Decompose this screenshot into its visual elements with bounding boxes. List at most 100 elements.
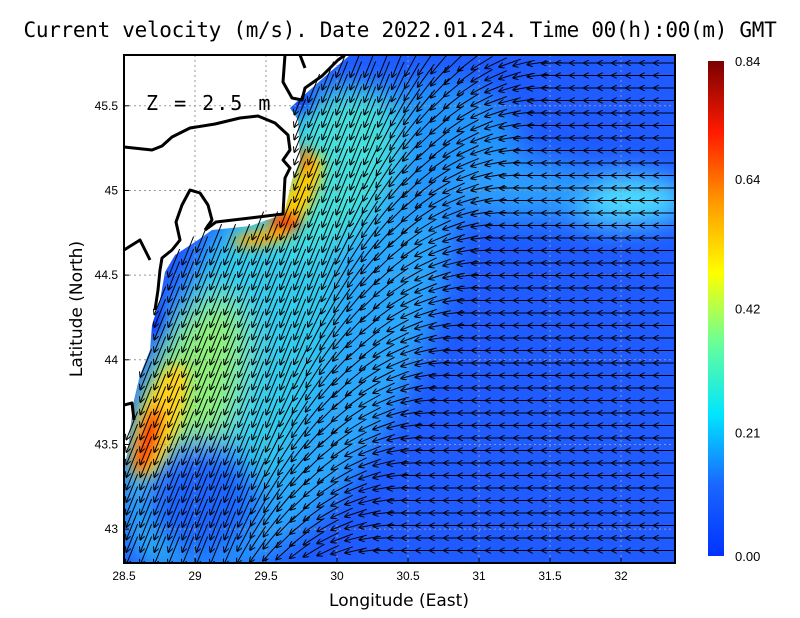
velocity-arrow (252, 398, 265, 427)
velocity-arrow (210, 461, 223, 490)
velocity-arrow (388, 280, 409, 295)
velocity-arrow (140, 523, 153, 552)
velocity-arrow (182, 486, 195, 515)
velocity-arrow (374, 330, 395, 344)
velocity-arrow (457, 119, 479, 132)
y-tick-label: 44 (105, 353, 119, 367)
velocity-arrow (140, 461, 153, 490)
velocity-arrow (403, 127, 422, 148)
velocity-arrow (280, 374, 293, 401)
velocity-arrow (348, 263, 365, 287)
velocity-arrow (266, 248, 279, 277)
velocity-arrow (387, 370, 409, 379)
velocity-arrow (322, 111, 335, 140)
velocity-arrow (415, 244, 437, 256)
velocity-arrow (238, 273, 251, 302)
velocity-arrow (336, 98, 349, 127)
velocity-arrow (154, 361, 167, 390)
velocity-arrow (126, 461, 139, 490)
velocity-arrow (443, 156, 465, 169)
velocity-arrow (361, 252, 380, 274)
velocity-arrow (350, 161, 363, 190)
velocity-arrow (251, 500, 266, 526)
velocity-arrow (279, 425, 294, 451)
velocity-arrow (364, 98, 377, 127)
velocity-arrow (140, 423, 153, 452)
velocity-arrow (168, 473, 181, 502)
velocity-arrow (362, 226, 379, 249)
velocity-arrow (363, 162, 378, 189)
velocity-arrow (278, 438, 295, 463)
velocity-arrow (318, 467, 339, 483)
velocity-arrow (278, 451, 295, 474)
velocity-arrow (402, 191, 423, 209)
velocity-arrow (277, 502, 296, 523)
velocity-arrow (210, 361, 223, 390)
velocity-arrow (444, 105, 465, 121)
velocity-arrow (238, 486, 251, 515)
velocity-arrow (168, 311, 181, 340)
velocity-arrow (317, 545, 339, 556)
velocity-arrow (322, 198, 335, 227)
velocity-arrow (238, 223, 251, 252)
velocity-arrow (294, 261, 307, 290)
velocity-arrow (431, 90, 450, 109)
velocity-arrow (457, 132, 479, 144)
velocity-arrow (322, 148, 335, 177)
velocity-arrow (168, 423, 181, 452)
velocity-arrow (182, 311, 195, 340)
velocity-arrow (294, 161, 307, 190)
velocity-arrow (224, 286, 237, 315)
velocity-arrow (168, 323, 181, 352)
velocity-arrow (336, 55, 346, 77)
velocity-arrow (359, 432, 381, 442)
velocity-arrow (224, 398, 237, 427)
velocity-arrow (308, 86, 321, 115)
velocity-arrow (238, 361, 251, 390)
velocity-arrow (294, 336, 307, 364)
velocity-arrow (126, 448, 139, 477)
velocity-arrow (238, 473, 251, 502)
velocity-arrow (280, 286, 293, 315)
velocity-arrow (196, 523, 209, 552)
y-axis-ticks: 43 43.5 44 44.5 45 45.5 (95, 99, 129, 536)
velocity-arrow (375, 214, 394, 236)
velocity-arrow (361, 239, 379, 262)
chart-title: Current velocity (m/s). Date 2022.01.24.… (23, 18, 777, 42)
velocity-arrow (266, 373, 279, 402)
x-tick-label: 30.5 (396, 569, 420, 583)
velocity-arrow (224, 336, 237, 365)
velocity-arrow (417, 115, 436, 135)
velocity-arrow (364, 123, 377, 152)
velocity-arrow (252, 361, 265, 390)
velocity-arrow (182, 298, 195, 327)
velocity-arrow (376, 163, 393, 188)
velocity-arrow (265, 462, 280, 488)
velocity-arrow (290, 542, 311, 558)
velocity-arrow (294, 286, 307, 315)
velocity-arrow (388, 216, 408, 234)
velocity-arrow (402, 217, 423, 234)
velocity-arrow (374, 317, 395, 332)
velocity-arrow (291, 465, 310, 486)
velocity-arrow (364, 61, 377, 90)
velocity-arrow (126, 523, 139, 552)
land-mask (124, 55, 350, 468)
velocity-arrow (308, 111, 321, 140)
velocity-arrow (126, 411, 139, 440)
velocity-arrow (280, 298, 293, 327)
velocity-arrow (266, 437, 279, 463)
velocity-arrow (154, 523, 167, 552)
velocity-arrow (415, 283, 437, 293)
velocity-arrow (154, 336, 167, 365)
velocity-arrow (390, 125, 407, 150)
velocity-arrow (293, 387, 308, 413)
velocity-arrow (331, 481, 353, 493)
velocity-arrow (318, 493, 339, 507)
x-tick-label: 32 (614, 569, 628, 583)
velocity-arrow (405, 55, 417, 76)
velocity-arrow (224, 261, 237, 290)
velocity-arrow (443, 169, 465, 181)
velocity-arrow (336, 73, 349, 102)
velocity-arrow (305, 414, 324, 436)
